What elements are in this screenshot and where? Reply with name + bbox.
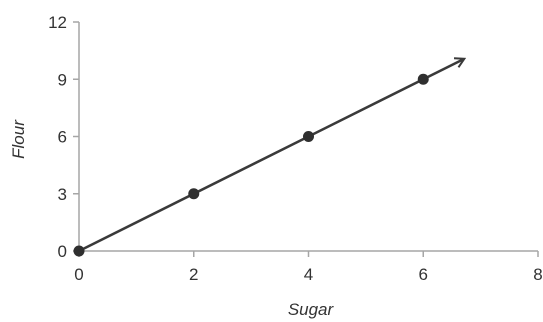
x-tick-label: 4 <box>304 265 313 284</box>
data-point <box>73 245 85 257</box>
y-tick-label: 6 <box>58 128 67 147</box>
y-tick-label: 9 <box>58 70 67 89</box>
axes <box>73 21 539 257</box>
x-axis-title: Sugar <box>288 300 335 319</box>
data-point <box>303 131 314 142</box>
y-tick-label: 12 <box>48 13 67 32</box>
x-tick-label: 8 <box>533 265 542 284</box>
series-layer <box>73 59 464 257</box>
x-tick-label: 0 <box>74 265 83 284</box>
data-point <box>188 188 200 200</box>
x-tick-label: 6 <box>419 265 428 284</box>
y-axis-title: Flour <box>9 119 28 159</box>
labels-layer: 0 3 6 9 12 0 2 4 6 8 <box>48 13 543 284</box>
series-line <box>78 59 463 253</box>
x-tick-label: 2 <box>189 265 198 284</box>
y-tick-label: 3 <box>58 185 67 204</box>
y-tick-label: 0 <box>58 242 67 261</box>
data-point <box>417 73 429 85</box>
